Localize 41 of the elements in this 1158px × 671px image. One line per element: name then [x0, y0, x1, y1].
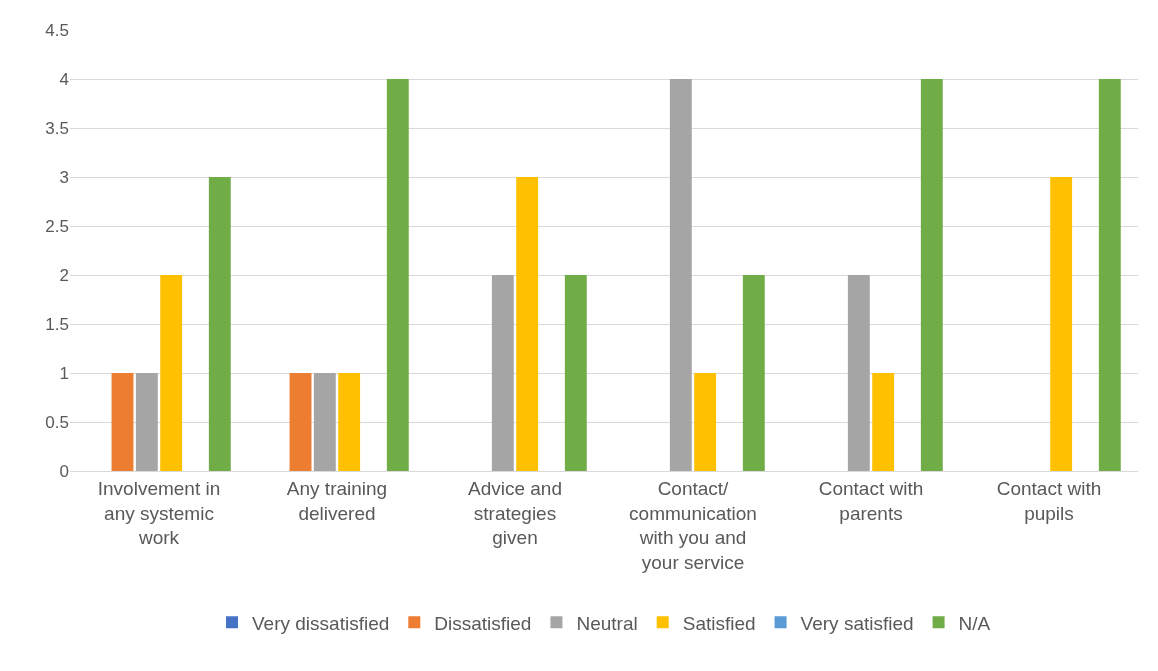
bar	[386, 79, 409, 471]
legend-label: N/A	[958, 612, 991, 634]
x-tick-label: Involvement in any systemic work	[97, 477, 221, 549]
bar	[742, 275, 765, 471]
bar	[1098, 79, 1121, 471]
bar	[872, 373, 895, 471]
y-tick-label: 3.5	[45, 118, 69, 138]
legend-label: Dissatisfied	[434, 612, 532, 634]
x-tick-label: Contact with pupils	[996, 477, 1102, 524]
legend-label: Very dissatisfied	[252, 612, 390, 634]
bar	[313, 373, 336, 471]
bar	[847, 275, 870, 471]
bar	[564, 275, 587, 471]
y-tick-label: 1	[59, 363, 69, 383]
bar	[1050, 177, 1073, 471]
legend-label: Neutral	[576, 612, 638, 634]
bar	[135, 373, 158, 471]
bar	[491, 275, 514, 471]
bar	[160, 275, 183, 471]
y-tick-label: 0.5	[45, 412, 69, 432]
y-tick-label: 3	[59, 167, 69, 187]
bar	[694, 373, 717, 471]
bar	[338, 373, 361, 471]
y-tick-label: 4.5	[45, 20, 69, 40]
bar	[111, 373, 134, 471]
y-tick-label: 2.5	[45, 216, 69, 236]
y-tick-label: 4	[59, 69, 69, 89]
legend-label: Satisfied	[682, 612, 756, 634]
x-tick-label: Contact/ communication with you and your service	[629, 477, 757, 573]
bar	[516, 177, 539, 471]
y-tick-label: 0	[59, 461, 69, 481]
bar	[289, 373, 312, 471]
y-tick-label: 1.5	[45, 314, 69, 334]
y-tick-label: 2	[59, 265, 69, 285]
bar	[669, 79, 692, 471]
bar	[208, 177, 231, 471]
x-tick-label: Advice and strategies given	[467, 477, 563, 549]
x-tick-label: Contact with parents	[818, 477, 924, 524]
legend-label: Very satisfied	[800, 612, 914, 634]
x-tick-label: Any training delivered	[286, 477, 388, 524]
bar	[920, 79, 943, 471]
